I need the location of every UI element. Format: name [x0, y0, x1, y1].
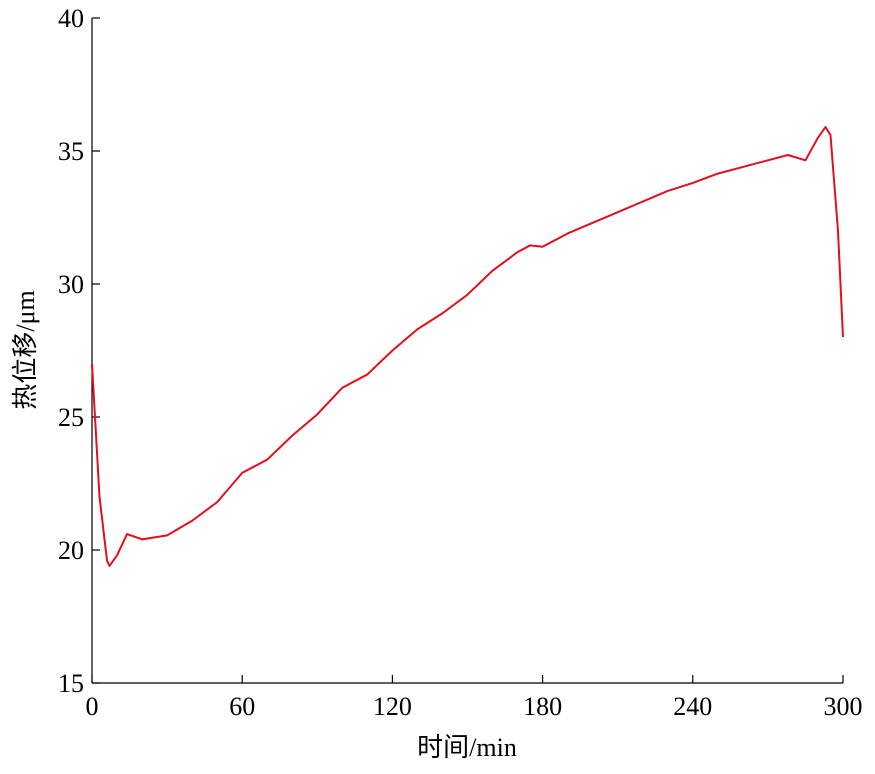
y-tick-label: 30: [58, 270, 84, 299]
y-axis-label: 热位移/μm: [11, 290, 40, 409]
x-tick-label: 240: [673, 692, 712, 721]
x-tick-label: 60: [229, 692, 255, 721]
y-tick-label: 25: [58, 403, 84, 432]
x-tick-label: 120: [373, 692, 412, 721]
y-tick-label: 20: [58, 536, 84, 565]
x-tick-label: 180: [523, 692, 562, 721]
x-tick-label: 0: [86, 692, 99, 721]
y-tick-label: 40: [58, 4, 84, 33]
data-line: [91, 126, 844, 567]
x-tick-label: 300: [824, 692, 863, 721]
y-tick-label: 15: [58, 669, 84, 698]
y-tick-label: 35: [58, 137, 84, 166]
x-axis-label: 时间/min: [417, 733, 517, 762]
